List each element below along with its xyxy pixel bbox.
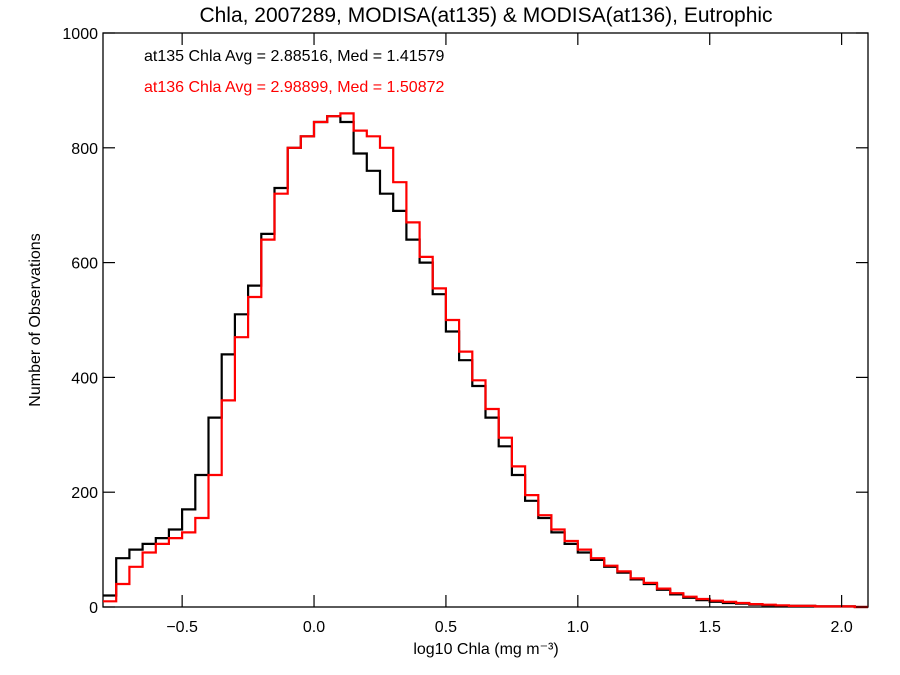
series-at136-line <box>103 112 868 609</box>
series-layer <box>103 112 868 609</box>
series-at135-line <box>103 115 868 609</box>
annotation-at136: at136 Chla Avg = 2.98899, Med = 1.50872 <box>144 79 444 96</box>
x-tick-label: 1.0 <box>567 619 589 636</box>
y-tick-label: 1000 <box>62 26 98 43</box>
y-tick-label: 400 <box>71 370 98 387</box>
plot-frame <box>102 32 869 608</box>
x-tick-label: 0.5 <box>435 619 457 636</box>
axis-layer: −0.5 0.0 0.5 1.0 1.5 2.0 0 200 400 600 800 1000 <box>62 26 868 636</box>
y-tick-label: 200 <box>71 485 98 502</box>
y-tick-label: 600 <box>71 256 98 273</box>
annotation-at135: at135 Chla Avg = 2.88516, Med = 1.41579 <box>144 48 444 65</box>
y-axis-label: Number of Observations <box>27 233 44 406</box>
x-axis-label: log10 Chla (mg m⁻³) <box>413 641 558 658</box>
x-tick-label: −0.5 <box>166 619 198 636</box>
y-tick-label: 0 <box>89 600 98 617</box>
x-tick-label: 2.0 <box>830 619 852 636</box>
y-tick-label: 800 <box>71 141 98 158</box>
chart-title: Chla, 2007289, MODISA(at135) & MODISA(at… <box>199 4 772 27</box>
x-tick-label: 0.0 <box>303 619 325 636</box>
x-tick-label: 1.5 <box>699 619 721 636</box>
